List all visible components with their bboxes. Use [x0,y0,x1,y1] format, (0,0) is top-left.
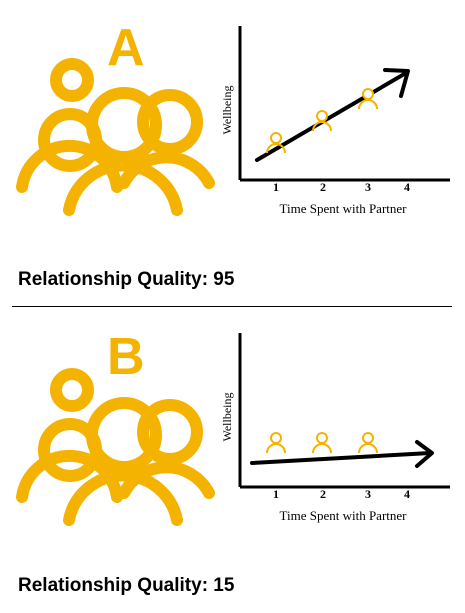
panel-letter: A [107,19,145,77]
y-axis-label: Wellbeing [220,85,234,134]
chart-b: Wellbeing 1 2 3 4 Time Spent with Partne… [220,333,450,523]
trend-line [250,451,432,465]
person-icon [312,432,332,454]
x-axis-label: Time Spent with Partner [280,201,408,216]
people-group-icon [16,58,215,216]
chart-a: Wellbeing 1 2 3 4 Time Spent with Partne… [220,26,450,216]
person-icon [266,132,286,154]
arrow-head-icon [383,68,410,98]
relationship-quality-label: Relationship Quality: 95 [18,269,235,290]
x-tick-label: 1 [273,180,279,194]
panel-letter: B [107,328,145,386]
x-tick-label: 1 [273,487,279,501]
panel-a: A Wellbeing 1 2 3 4 Time Spent with Part… [0,0,465,306]
divider [12,306,452,307]
x-axis-label: Time Spent with Partner [280,508,408,523]
person-icon [358,88,378,110]
person-icon [358,432,378,454]
people-group-icon [16,368,215,526]
y-axis-label: Wellbeing [220,392,234,441]
person-icon [312,110,332,132]
x-tick-label: 4 [404,487,410,501]
arrow-head-icon [415,440,434,468]
x-tick-label: 2 [320,180,326,194]
person-icon [266,432,286,454]
panel-b: B Wellbeing 1 2 3 4 Time Spent with Part… [0,307,465,613]
x-tick-label: 3 [365,487,371,501]
x-tick-label: 3 [365,180,371,194]
x-tick-label: 4 [404,180,410,194]
x-tick-label: 2 [320,487,326,501]
trend-line [255,71,408,162]
relationship-quality-label: Relationship Quality: 15 [18,575,235,596]
